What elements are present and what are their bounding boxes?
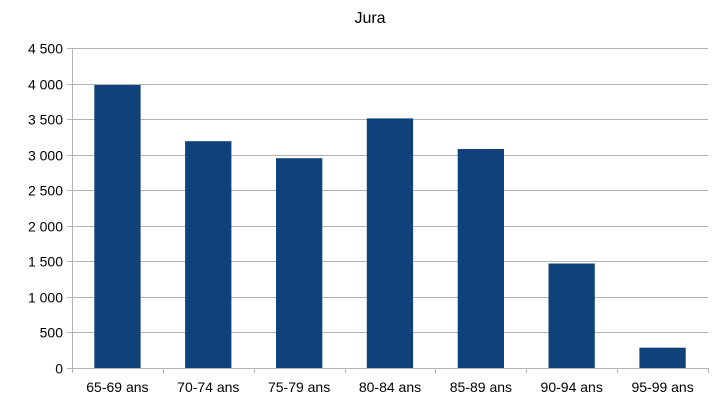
- bar: [639, 347, 686, 368]
- y-tick-label: 4 000: [28, 77, 63, 93]
- x-tick-label: 90-94 ans: [541, 379, 603, 395]
- y-tick-labels: 0 500 1 000 1 500 2 000 2 500 3 000 3 500 4 000 4…: [28, 41, 63, 377]
- y-tick-label: 2 000: [28, 219, 63, 235]
- axes: [67, 48, 709, 373]
- bar: [457, 149, 504, 368]
- y-tick-label: 2 500: [28, 183, 63, 199]
- y-tick-label: 500: [40, 325, 64, 341]
- bar: [185, 141, 232, 368]
- x-tick-label: 70-74 ans: [177, 379, 239, 395]
- x-tick-label: 80-84 ans: [359, 379, 421, 395]
- bars: [94, 85, 686, 369]
- x-tick-label: 65-69 ans: [86, 379, 148, 395]
- y-tick-label: 0: [55, 361, 63, 377]
- x-tick-label: 85-89 ans: [450, 379, 512, 395]
- y-tick-label: 3 000: [28, 148, 63, 164]
- x-tick-label: 75-79 ans: [268, 379, 330, 395]
- x-tick-label: 95-99 ans: [631, 379, 693, 395]
- y-tick-label: 3 500: [28, 112, 63, 128]
- y-tick-label: 1 500: [28, 254, 63, 270]
- bar: [276, 158, 323, 368]
- bar: [94, 85, 141, 368]
- bar: [548, 263, 595, 368]
- x-tick-labels: 65-69 ans 70-74 ans 75-79 ans 80-84 ans 85-8…: [86, 379, 693, 395]
- bar: [366, 118, 414, 369]
- y-tick-label: 4 500: [28, 41, 63, 57]
- chart-title: Jura: [354, 10, 385, 27]
- y-tick-label: 1 000: [28, 290, 63, 306]
